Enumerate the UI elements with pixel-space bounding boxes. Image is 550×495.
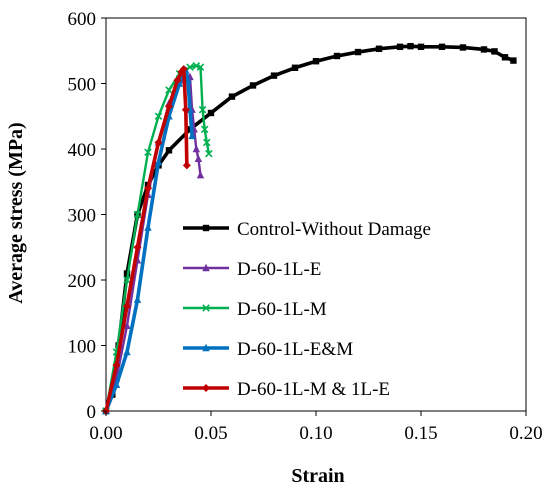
data-point bbox=[144, 223, 152, 231]
data-point bbox=[501, 54, 509, 61]
data-point bbox=[196, 171, 205, 179]
data-point bbox=[133, 295, 142, 303]
data-point bbox=[192, 62, 201, 70]
data-point bbox=[182, 161, 191, 170]
data-point bbox=[417, 43, 425, 51]
legend-swatch-marker bbox=[202, 263, 210, 272]
legend-label: D-60-1L-E&M bbox=[237, 339, 353, 360]
data-point bbox=[173, 76, 182, 85]
data-point bbox=[291, 64, 299, 71]
legend: Control-Without Damage D-60-1L-E D-60-1L-M… bbox=[183, 219, 431, 400]
legend-label: D-60-1L-E bbox=[237, 259, 321, 280]
x-tick-label: 0.15 bbox=[404, 423, 437, 444]
data-point bbox=[200, 125, 209, 134]
y-tick-label: 300 bbox=[68, 206, 97, 227]
data-point bbox=[144, 184, 152, 193]
data-point bbox=[192, 144, 200, 153]
data-point bbox=[196, 63, 205, 71]
y-tick-label: 200 bbox=[68, 271, 97, 292]
data-point bbox=[205, 149, 213, 158]
data-point bbox=[207, 109, 215, 117]
series-line bbox=[104, 67, 189, 413]
data-point bbox=[154, 157, 163, 166]
data-point bbox=[123, 321, 131, 330]
data-point bbox=[165, 102, 173, 111]
legend-swatch-marker bbox=[202, 343, 210, 352]
data-point bbox=[459, 44, 467, 51]
data-point bbox=[112, 380, 121, 388]
data-point bbox=[491, 48, 498, 55]
x-tick-label: 0.20 bbox=[509, 423, 542, 444]
series-4 bbox=[102, 65, 191, 415]
data-point bbox=[407, 42, 414, 50]
data-point bbox=[154, 138, 163, 147]
data-point bbox=[181, 105, 190, 114]
data-point bbox=[123, 276, 131, 284]
data-point bbox=[270, 72, 278, 79]
data-point bbox=[133, 243, 142, 252]
x-tick-label: 0.10 bbox=[299, 423, 332, 444]
data-point bbox=[179, 65, 188, 74]
data-point bbox=[438, 43, 446, 51]
y-tick-label: 400 bbox=[68, 140, 97, 161]
y-tick-label: 600 bbox=[68, 9, 97, 30]
x-tick-label: 0.05 bbox=[194, 423, 227, 444]
legend-label: D-60-1L-M & 1L-E bbox=[237, 379, 390, 400]
data-point bbox=[375, 45, 383, 52]
y-tick-label: 100 bbox=[68, 337, 97, 358]
y-axis-title: Average stress (MPa) bbox=[5, 122, 27, 303]
data-point bbox=[228, 93, 236, 100]
data-point bbox=[133, 210, 142, 219]
data-point bbox=[249, 82, 257, 89]
data-point bbox=[480, 46, 488, 53]
data-point bbox=[165, 86, 173, 94]
data-point bbox=[510, 57, 517, 64]
y-tick-label: 500 bbox=[68, 75, 97, 96]
x-axis-title: Strain bbox=[291, 465, 344, 487]
data-point bbox=[154, 112, 163, 121]
y-tick-label: 0 bbox=[87, 402, 97, 423]
data-point bbox=[123, 347, 131, 356]
legend-swatch-marker bbox=[202, 304, 210, 312]
legend-swatch-marker bbox=[202, 384, 210, 392]
legend-label: D-60-1L-M bbox=[237, 299, 327, 320]
data-point bbox=[194, 154, 203, 163]
data-point bbox=[312, 58, 320, 65]
data-point bbox=[186, 63, 194, 71]
data-point bbox=[198, 105, 207, 114]
x-tick-label: 0.00 bbox=[89, 423, 122, 444]
data-point bbox=[333, 52, 341, 60]
data-point bbox=[188, 131, 196, 140]
legend-swatch-marker bbox=[202, 224, 210, 232]
data-point bbox=[112, 361, 121, 370]
data-point bbox=[123, 302, 131, 311]
data-point bbox=[396, 43, 404, 51]
data-point bbox=[144, 148, 152, 157]
data-point bbox=[165, 147, 173, 154]
legend-label: Control-Without Damage bbox=[237, 219, 431, 240]
data-point bbox=[203, 138, 211, 147]
data-point bbox=[354, 48, 362, 56]
